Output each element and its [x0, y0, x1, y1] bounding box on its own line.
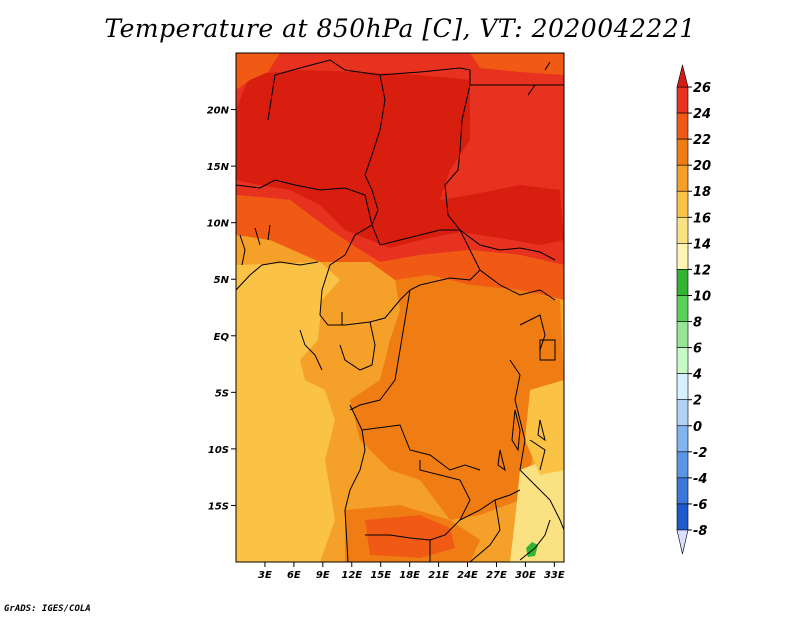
colorbar-swatch: [676, 112, 689, 140]
colorbar-label: 18: [693, 185, 711, 200]
field-yellow-west: [236, 262, 340, 562]
lon-tick-label: 9E: [316, 570, 330, 581]
colorbar-swatch: [676, 295, 689, 322]
colorbar-label: 22: [693, 133, 711, 148]
field-redorange-south: [365, 515, 455, 558]
colorbar-swatch: [676, 216, 689, 244]
field-redorange-nw: [236, 53, 280, 90]
colorbar-label: 6: [693, 342, 702, 357]
colorbar-swatch: [676, 399, 689, 427]
field-deepred-core: [236, 70, 564, 248]
colorbar-swatch: [676, 451, 689, 479]
colorbar-label: -6: [693, 498, 707, 513]
colorbar-label: 8: [693, 316, 702, 331]
lat-tick-label: 20N: [207, 106, 230, 117]
lat-tick-label: 10S: [208, 445, 229, 456]
grads-credit: GrADS: IGES/COLA: [4, 604, 91, 614]
lat-tick-label: EQ: [214, 332, 230, 343]
lakes: [497, 409, 546, 472]
colorbar-label: 4: [692, 368, 702, 383]
colorbar-label: 12: [693, 263, 711, 278]
temperature-field: [236, 53, 564, 562]
colorbar-label: 2: [693, 394, 702, 409]
colorbar-label: 24: [693, 107, 711, 122]
map-axes: 3E 6E 9E 12E 15E 18E 21E 24E 27E 30E 33E 20N 15N 10N 5…: [207, 106, 565, 581]
field-yellow-east: [510, 460, 564, 562]
lon-tick-label: 18E: [399, 570, 420, 581]
colorbar-swatch: [676, 373, 689, 401]
colorbar-label: 16: [693, 211, 711, 226]
map-title: Temperature at 850hPa [C], VT: 202004222…: [104, 14, 696, 43]
colorbar-swatch: [676, 425, 689, 453]
colorbar-swatch: [676, 269, 689, 296]
lat-tick-label: 15N: [207, 162, 230, 173]
colorbar-label: 10: [693, 289, 711, 304]
lat-tick-label: 10N: [207, 219, 230, 230]
lon-tick-label: 6E: [287, 570, 301, 581]
lat-tick-label: 15S: [208, 501, 229, 512]
field-yelloworange-east: [525, 380, 564, 475]
lon-tick-label: 24E: [457, 570, 478, 581]
colorbar-label: -8: [693, 524, 707, 539]
colorbar-swatch: [676, 190, 689, 218]
country-borders: [236, 59, 564, 562]
colorbar-swatch: [676, 347, 689, 374]
colorbar-label: 0: [693, 420, 702, 435]
map-frame: [235, 52, 565, 563]
lon-tick-label: 30E: [515, 570, 536, 581]
colorbar-top-arrow: [676, 64, 689, 88]
colorbar-label: 20: [693, 159, 711, 174]
colorbar-label: -4: [693, 472, 707, 487]
colorbar-label: 14: [693, 237, 711, 252]
field-redorange-band: [236, 195, 564, 300]
lon-tick-label: 15E: [370, 570, 391, 581]
field-orange-central: [350, 275, 564, 520]
colorbar-swatch: [676, 503, 689, 531]
lon-tick-label: 27E: [486, 570, 507, 581]
field-redorange-ne: [470, 53, 564, 75]
colorbar-label: -2: [693, 446, 707, 461]
lon-tick-label: 12E: [341, 570, 362, 581]
colorbar-swatch: [676, 164, 689, 192]
lat-tick-label: 5N: [214, 275, 230, 286]
lat-tick-label: 5S: [215, 388, 229, 399]
colorbar-label: 26: [693, 81, 711, 96]
colorbar-swatch: [676, 138, 689, 166]
lon-tick-label: 21E: [428, 570, 449, 581]
colorbar-swatch: [676, 86, 689, 114]
colorbar-swatch: [676, 243, 689, 270]
colorbar-swatch: [676, 477, 689, 505]
colorbar-bottom-arrow: [676, 529, 689, 555]
lon-tick-label: 33E: [544, 570, 565, 581]
lon-tick-label: 3E: [258, 570, 272, 581]
colorbar-swatch: [676, 321, 689, 348]
